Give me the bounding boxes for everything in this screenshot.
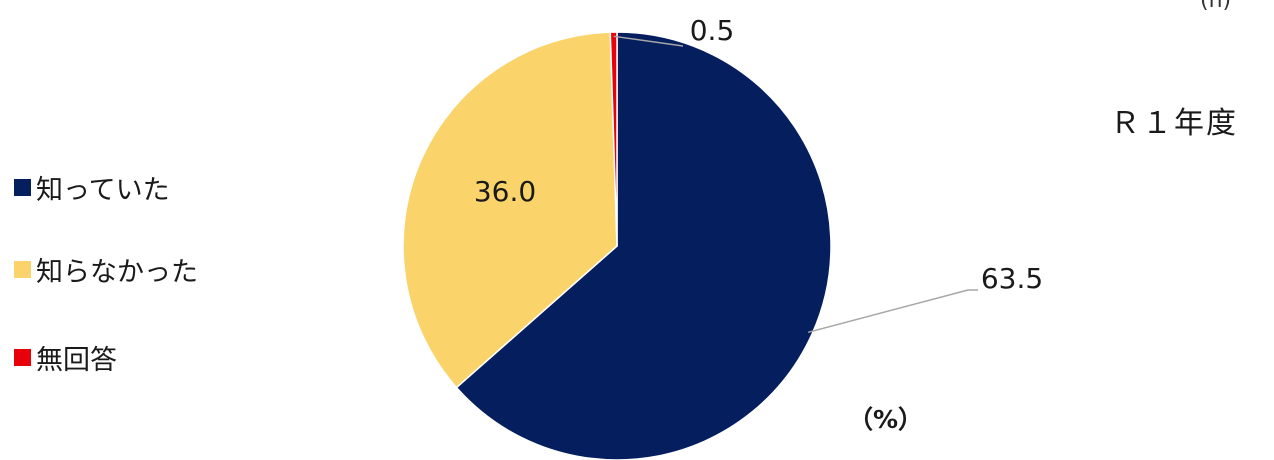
legend-label: 知らなかった xyxy=(36,257,198,288)
leader-line-2 xyxy=(613,35,684,47)
legend-swatch xyxy=(14,179,31,196)
leader-line-0 xyxy=(807,289,978,334)
pie-slice-1 xyxy=(402,31,618,389)
corner-fragment: (n) xyxy=(1200,0,1232,13)
chart-subtitle: Ｒ１年度 xyxy=(1110,106,1238,141)
legend-swatch xyxy=(14,261,31,278)
legend-swatch xyxy=(14,349,31,366)
unit-label: （%） xyxy=(848,405,924,434)
pie-slice-0 xyxy=(455,31,832,460)
legend-item-unknown: 知らなかった xyxy=(14,250,198,289)
legend-item-known: 知っていた xyxy=(14,168,170,207)
legend-label: 無回答 xyxy=(36,345,117,376)
legend-item-no-answer: 無回答 xyxy=(14,338,117,377)
data-label-1: 36.0 xyxy=(474,175,536,208)
legend-label: 知っていた xyxy=(36,175,170,206)
data-label-0: 63.5 xyxy=(981,262,1043,295)
data-label-2: 0.5 xyxy=(690,14,735,47)
pie-slice-2 xyxy=(609,31,618,247)
